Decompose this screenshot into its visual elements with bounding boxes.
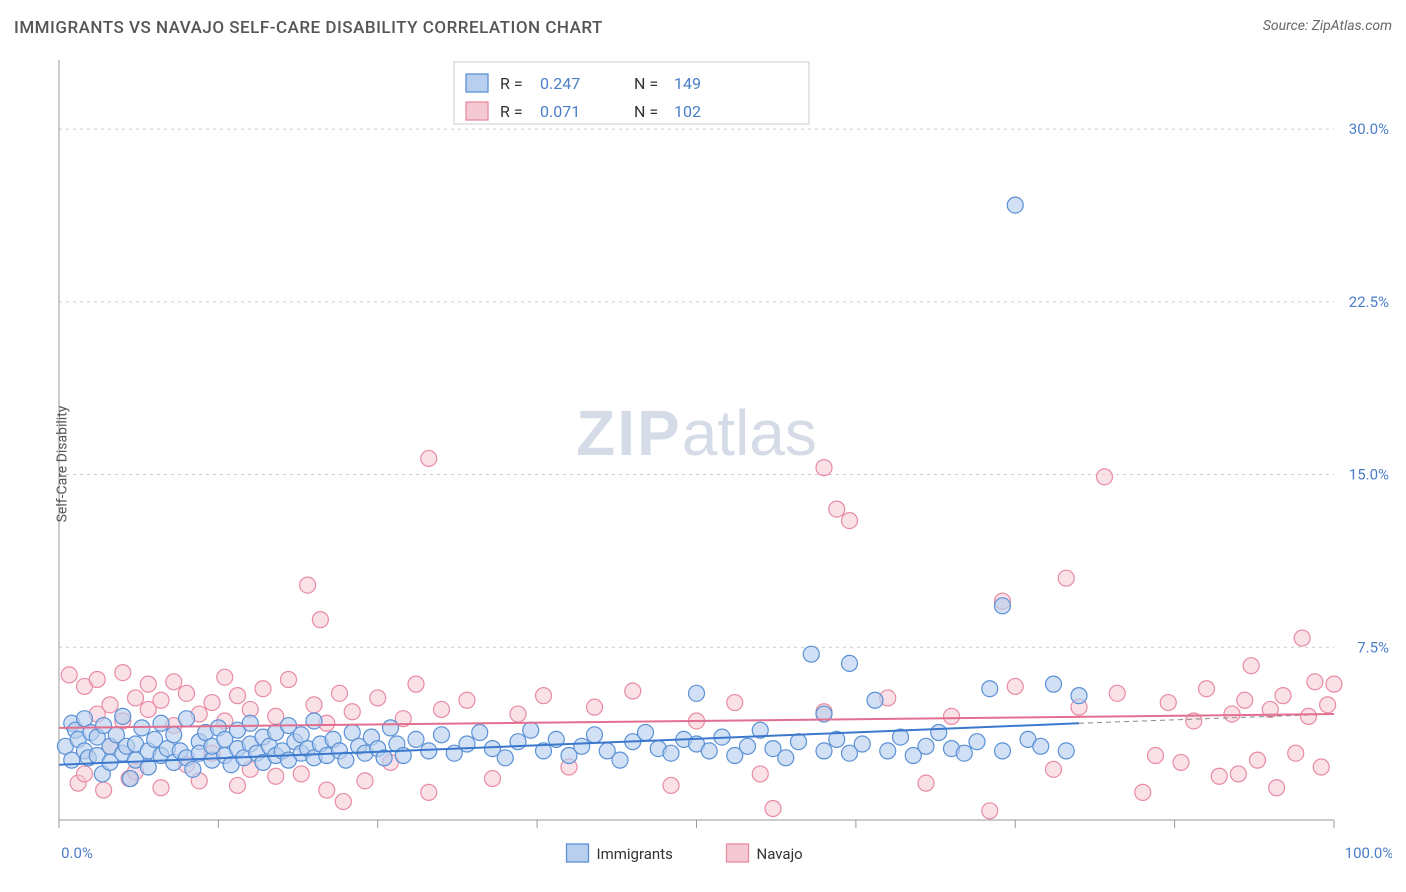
svg-text:N =: N = [634, 102, 658, 121]
svg-text:0.0%: 0.0% [61, 844, 93, 862]
svg-text:0.071: 0.071 [540, 102, 580, 121]
svg-text:22.5%: 22.5% [1349, 293, 1389, 311]
svg-text:R =: R = [500, 102, 523, 121]
svg-text:100.0%: 100.0% [1345, 844, 1392, 862]
svg-text:15.0%: 15.0% [1349, 466, 1389, 484]
svg-text:R =: R = [500, 74, 523, 93]
svg-text:30.0%: 30.0% [1349, 120, 1389, 138]
svg-text:Navajo: Navajo [757, 845, 803, 863]
svg-text:102: 102 [674, 102, 701, 121]
svg-text:N =: N = [634, 74, 658, 93]
chart-container: Self-Care Disability 7.5% 15.0% 22.5% 30.0%… [14, 50, 1392, 878]
svg-text:Immigrants: Immigrants [597, 845, 673, 863]
source-attribution: Source: ZipAtlas.com [1263, 18, 1392, 34]
svg-text:149: 149 [674, 74, 701, 93]
chart-title: IMMIGRANTS VS NAVAJO SELF-CARE DISABILIT… [14, 18, 603, 38]
scatter-chart: 7.5% 15.0% 22.5% 30.0% 0.0% 100.0% ZIPatlas R =… [14, 50, 1392, 878]
svg-text:7.5%: 7.5% [1357, 638, 1389, 656]
svg-text:ZIPatlas: ZIPatlas [576, 397, 817, 469]
svg-text:0.247: 0.247 [540, 74, 580, 93]
y-axis-label: Self-Care Disability [54, 406, 70, 523]
chart-header: IMMIGRANTS VS NAVAJO SELF-CARE DISABILIT… [14, 18, 1392, 48]
